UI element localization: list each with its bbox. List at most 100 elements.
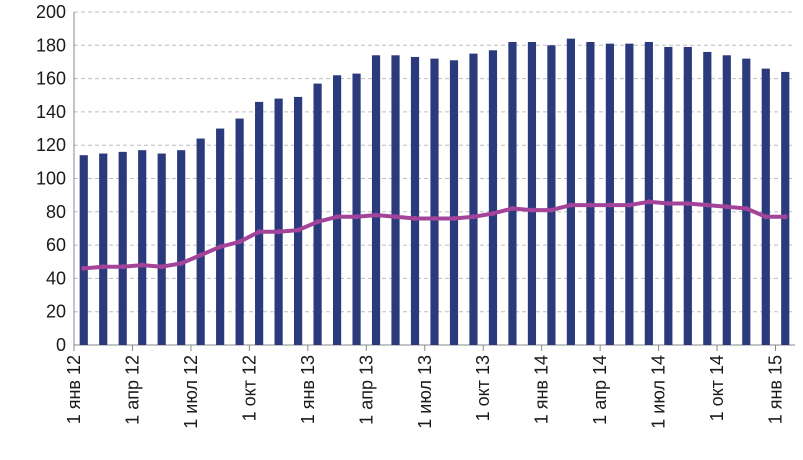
line-point [704, 202, 710, 208]
line-point [490, 210, 496, 216]
bar [235, 118, 244, 345]
x-tick-label: 1 янв 12 [64, 355, 84, 424]
x-tick-label: 1 июл 13 [415, 355, 435, 429]
x-tick-label: 1 янв 15 [766, 355, 786, 424]
x-tick-label: 1 окт 13 [473, 355, 493, 421]
bar [742, 58, 751, 346]
bar [625, 43, 634, 345]
line-point [276, 229, 282, 235]
line-point [432, 215, 437, 221]
bar [586, 41, 595, 345]
bar [332, 75, 342, 346]
bar [664, 46, 673, 346]
bar [605, 43, 614, 345]
bar [722, 55, 731, 345]
y-tick-labels: 0 20 40 60 80 100 120 140 160 180 200 [36, 2, 66, 355]
line-point [198, 252, 204, 258]
y-tick-label: 160 [36, 69, 66, 89]
line-point [626, 202, 632, 208]
line-point [100, 264, 106, 270]
line-point [120, 264, 126, 270]
bar [410, 56, 420, 346]
line-point [568, 202, 574, 208]
line-point [217, 244, 223, 250]
line-point [548, 207, 554, 213]
bar [294, 96, 303, 345]
line-point [685, 200, 691, 206]
bar [527, 41, 537, 345]
line-point [237, 239, 243, 245]
bar [547, 45, 556, 346]
line-point [724, 204, 730, 210]
bar [371, 55, 381, 345]
x-tick-labels: 1 янв 12 1 апр 12 1 июл 12 1 окт 12 1 янв 13… [64, 355, 786, 429]
line-point [646, 199, 652, 205]
x-tick-label: 1 янв 13 [298, 355, 318, 424]
y-tick-label: 180 [36, 35, 66, 55]
x-tick-label: 1 окт 12 [239, 355, 259, 421]
bar [79, 155, 88, 345]
bar-series [79, 38, 790, 346]
bar [469, 53, 478, 345]
x-tick-label: 1 июл 12 [181, 355, 201, 429]
y-tick-label: 200 [36, 2, 66, 22]
line-point [334, 214, 340, 220]
y-tick-label: 40 [46, 268, 66, 288]
bar [177, 150, 186, 345]
line-point [295, 227, 301, 233]
line-point [509, 205, 515, 211]
bar [449, 60, 459, 345]
line-point [139, 262, 145, 268]
bar [138, 150, 147, 345]
x-tick-label: 1 апр 14 [590, 355, 610, 425]
bar [683, 46, 692, 346]
x-tick-label: 1 окт 14 [707, 355, 727, 421]
line-point [373, 212, 379, 218]
line-series [81, 199, 788, 271]
bar [566, 38, 575, 345]
line-point [412, 215, 418, 221]
bar [99, 153, 108, 345]
y-tick-label: 100 [36, 169, 66, 189]
y-tick-label: 20 [46, 302, 66, 322]
x-tick-label: 1 апр 12 [122, 355, 142, 425]
line-point [665, 200, 671, 206]
y-tick-label: 0 [56, 335, 66, 355]
y-tick-label: 60 [46, 235, 66, 255]
line-point [393, 214, 399, 220]
line-point [354, 214, 360, 220]
bar [488, 50, 498, 346]
bar [391, 55, 400, 345]
bar [196, 138, 205, 345]
bar [157, 153, 166, 345]
bar [781, 71, 790, 345]
bar [430, 58, 439, 346]
bar [761, 68, 770, 346]
bar [508, 41, 517, 345]
bar [352, 73, 361, 345]
line-point [178, 260, 184, 266]
bar [255, 101, 264, 345]
x-tick-label: 1 июл 14 [649, 355, 669, 429]
line-point [607, 202, 613, 208]
y-tick-label: 120 [36, 135, 66, 155]
x-tick-label: 1 апр 13 [356, 355, 376, 425]
line-point [743, 205, 749, 211]
y-tick-label: 140 [36, 102, 66, 122]
line-point [763, 214, 769, 220]
line-point [451, 215, 457, 221]
line-point [782, 214, 788, 220]
x-tick-label: 1 янв 14 [532, 355, 552, 424]
bar [216, 128, 225, 345]
bar [644, 41, 653, 345]
line-point [315, 219, 321, 225]
y-tick-label: 80 [46, 202, 66, 222]
line-point [256, 229, 262, 235]
bar [703, 51, 712, 346]
bar [313, 83, 322, 345]
line-point [529, 207, 535, 213]
line-point [81, 265, 87, 271]
line-point [587, 202, 593, 208]
bar [274, 98, 283, 345]
